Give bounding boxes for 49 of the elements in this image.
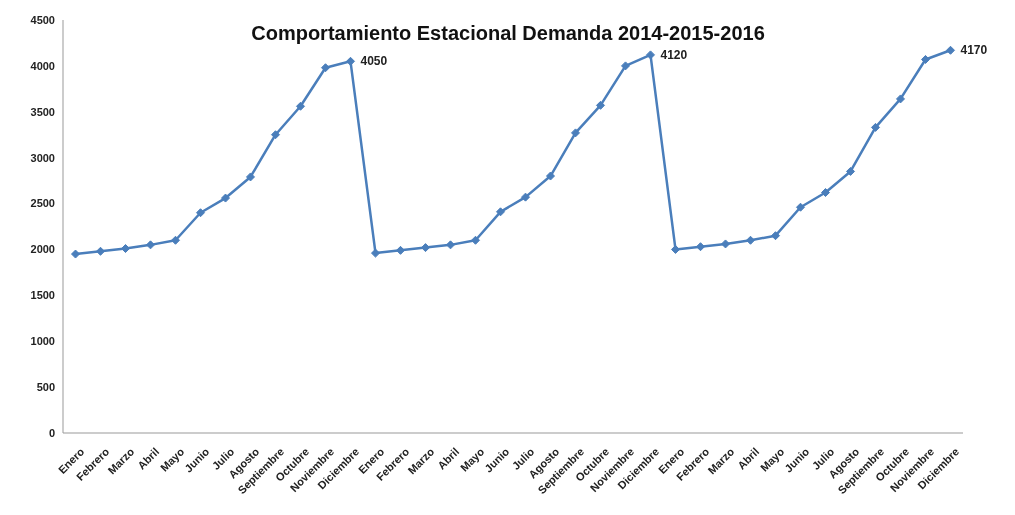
- point: [771, 231, 780, 241]
- data-label: 4050: [360, 54, 388, 69]
- point: [396, 245, 405, 255]
- point: [171, 235, 180, 245]
- point: [621, 61, 630, 71]
- y-tick-label: 4500: [30, 13, 55, 26]
- point: [296, 101, 305, 111]
- point: [96, 246, 105, 256]
- chart-title: Comportamiento Estacional Demanda 2014-2015-2016: [251, 22, 765, 44]
- point: [896, 94, 905, 104]
- y-tick-label: 2500: [30, 197, 55, 210]
- y-tick-label: 0: [48, 426, 55, 439]
- point: [421, 243, 430, 253]
- point: [446, 240, 455, 250]
- point: [821, 188, 830, 198]
- y-tick-label: 2000: [30, 243, 55, 256]
- y-tick-label: 4000: [30, 59, 55, 72]
- y-tick-label: 3000: [30, 151, 55, 164]
- point: [521, 192, 530, 202]
- point: [571, 128, 580, 138]
- point: [271, 130, 280, 140]
- point: [946, 45, 955, 55]
- point: [471, 235, 480, 245]
- data-label: 4170: [960, 43, 988, 58]
- point: [346, 56, 355, 66]
- point: [796, 202, 805, 212]
- point: [146, 240, 155, 250]
- point: [721, 239, 730, 249]
- point: [596, 100, 605, 110]
- y-tick-label: 500: [36, 381, 55, 394]
- y-tick-label: 1000: [30, 335, 55, 348]
- point: [196, 208, 205, 218]
- point: [921, 54, 930, 64]
- y-tick-label: 3500: [30, 105, 55, 118]
- point: [371, 248, 380, 258]
- point: [546, 171, 555, 181]
- point: [646, 50, 655, 60]
- point: [121, 244, 130, 254]
- point: [496, 207, 505, 217]
- point: [221, 193, 230, 203]
- point: [846, 166, 855, 176]
- point: [246, 172, 255, 182]
- point: [871, 122, 880, 132]
- point: [321, 63, 330, 73]
- point: [71, 249, 80, 259]
- data-label: 4120: [660, 47, 688, 62]
- point: [746, 235, 755, 245]
- point: [696, 242, 705, 252]
- y-tick-label: 1500: [30, 289, 55, 302]
